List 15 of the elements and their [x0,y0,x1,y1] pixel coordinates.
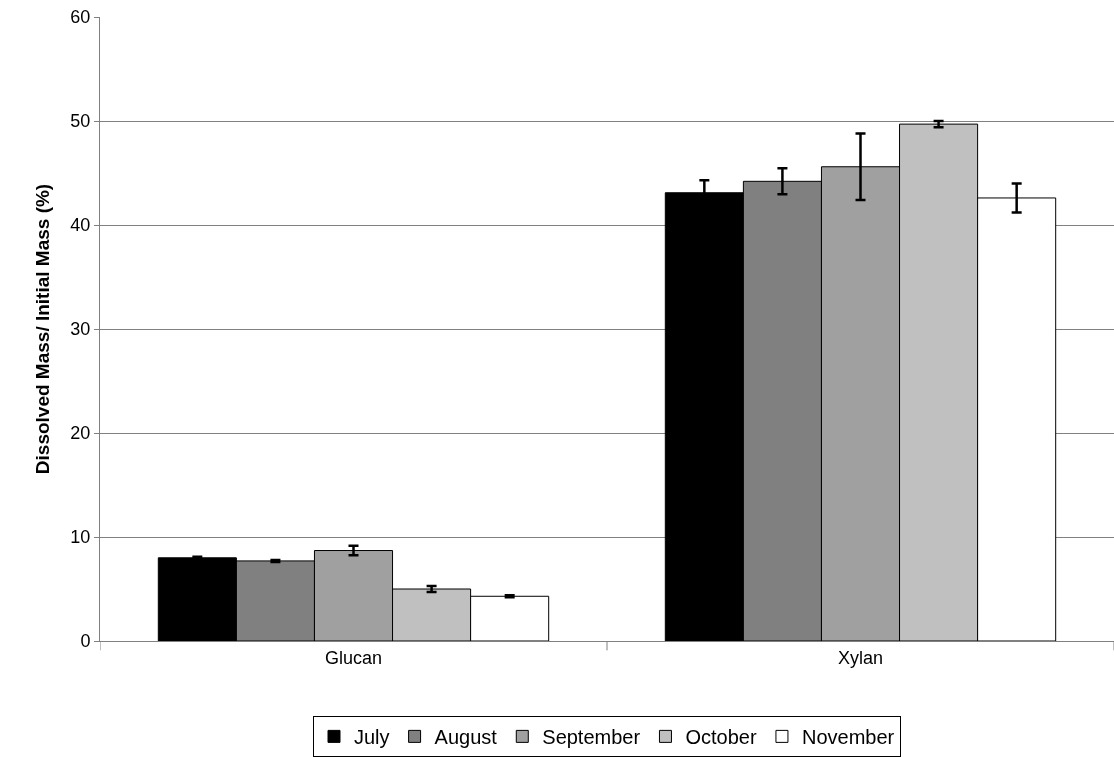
y-tick-label: 30 [70,319,91,340]
y-tick-label: 50 [70,111,91,132]
legend-label: July [354,726,390,749]
x-tick-label: Glucan [324,647,383,668]
legend-label: August [434,726,498,749]
y-axis-title: Dissolved Mass/ Initial Mass (%) [32,183,54,475]
legend-label: October [685,726,757,749]
y-tick-label: 10 [70,527,91,548]
y-tick-label: 40 [70,215,91,236]
y-tick-label: 0 [80,631,91,652]
x-tick-label: Xylan [837,647,884,668]
legend-label: November [801,726,895,749]
legend-label: September [542,726,641,749]
y-tick-label: 20 [70,423,91,444]
y-tick-label: 60 [70,7,91,28]
